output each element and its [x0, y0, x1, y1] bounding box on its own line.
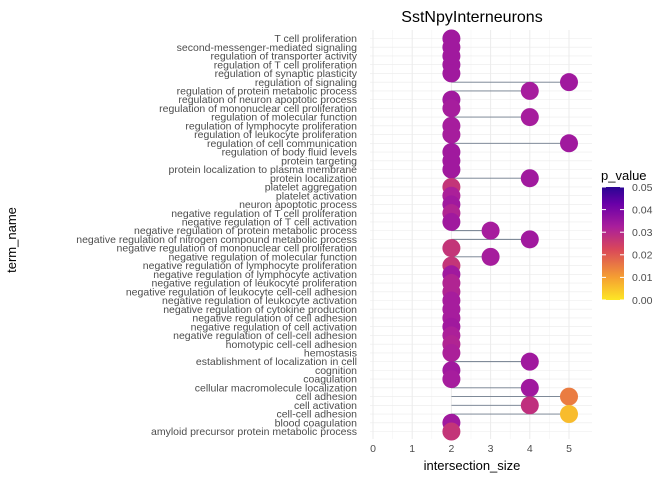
data-point	[442, 370, 461, 389]
y-tick-label: regulation of cell communication	[207, 138, 357, 150]
y-tick-label: negative regulation of nitrogen compound…	[76, 234, 357, 246]
y-tick-label: protein localization	[270, 173, 357, 185]
data-point	[520, 396, 539, 415]
y-tick-label: cell-cell adhesion	[276, 409, 357, 421]
y-tick-label: coagulation	[303, 374, 357, 386]
stems	[451, 81, 569, 415]
y-tick-label: regulation of mononuclear cell prolifera…	[159, 103, 357, 115]
data-point	[560, 134, 578, 153]
y-axis-title: term_name	[4, 207, 19, 273]
data-point	[442, 99, 461, 118]
y-tick-label: regulation of body fluid levels	[222, 147, 357, 159]
x-tick-label: 5	[566, 443, 572, 455]
legend-tick-label: 0.04	[632, 204, 653, 216]
legend-tick-label: 0.02	[632, 250, 653, 262]
y-tick-label: regulation of neuron apoptotic process	[178, 94, 357, 106]
y-tick-label: second-messenger-mediated signaling	[177, 42, 358, 54]
legend-tick-label: 0.05	[632, 182, 653, 194]
y-tick-label: neuron apoptotic process	[239, 199, 357, 211]
data-point	[442, 160, 461, 179]
chart-title: SstNpyInterneurons	[401, 9, 542, 26]
grid	[370, 30, 592, 439]
x-tick-label: 4	[527, 443, 533, 455]
y-tick-label: negative regulation of leukocyte activat…	[162, 295, 357, 307]
y-tick-label: protein targeting	[281, 155, 357, 167]
x-tick-labels: 0 1 2 3 4 5	[370, 443, 572, 455]
y-tick-label: cellular macromolecule localization	[195, 382, 357, 394]
legend-colorbar	[602, 187, 624, 300]
data-point	[442, 64, 461, 83]
x-tick-label: 2	[448, 443, 454, 455]
legend-ticks: 0.05 0.04 0.03 0.02 0.01 0.00	[602, 182, 653, 307]
y-tick-label: negative regulation of cytokine producti…	[163, 304, 357, 316]
y-tick-label: regulation of signaling	[255, 77, 357, 89]
y-tick-label: negative regulation of lymphocyte activa…	[153, 269, 357, 281]
y-tick-label: hemostasis	[304, 348, 357, 360]
y-tick-label: negative regulation of T cell activation	[182, 217, 357, 229]
y-tick-label: regulation of T cell proliferation	[214, 59, 357, 71]
legend: p_value 0.05 0.04 0.03 0.02 0.01 0.00	[601, 168, 653, 307]
data-point	[481, 247, 500, 266]
y-tick-label: establishment of localization in cell	[196, 356, 357, 368]
legend-title: p_value	[601, 168, 647, 183]
y-tick-label: negative regulation of lymphocyte prolif…	[143, 260, 357, 272]
legend-tick-label: 0.01	[632, 272, 653, 284]
data-point	[520, 81, 539, 100]
y-tick-labels: T cell proliferationsecond-messenger-med…	[76, 33, 358, 438]
y-tick-label: negative regulation of cell adhesion	[192, 313, 357, 325]
y-tick-label: blood coagulation	[275, 417, 357, 429]
data-point	[560, 387, 578, 406]
data-point	[520, 108, 539, 127]
data-point	[520, 169, 539, 188]
legend-tick-label: 0.03	[632, 227, 653, 239]
y-tick-label: negative regulation of protein metabolic…	[134, 225, 357, 237]
data-point	[520, 230, 539, 249]
y-tick-label: protein localization to plasma membrane	[168, 164, 357, 176]
data-point	[560, 73, 578, 92]
points	[442, 29, 578, 441]
data-point	[520, 378, 539, 397]
x-axis-title: intersection_size	[424, 458, 521, 473]
data-point	[520, 352, 539, 371]
data-point	[442, 125, 461, 144]
y-tick-label: regulation of protein metabolic process	[177, 86, 357, 98]
y-tick-label: regulation of leukocyte proliferation	[194, 129, 357, 141]
data-point	[442, 343, 461, 362]
legend-tick-label: 0.00	[632, 295, 653, 307]
y-tick-label: homotypic cell-cell adhesion	[226, 339, 357, 351]
y-tick-label: platelet activation	[276, 190, 357, 202]
y-tick-label: negative regulation of cell activation	[191, 321, 358, 333]
data-point	[442, 212, 461, 231]
y-tick-label: negative regulation of leukocyte cell-ce…	[126, 286, 357, 298]
x-tick-label: 1	[409, 443, 415, 455]
y-tick-label: cognition	[315, 365, 357, 377]
y-tick-label: negative regulation of leukocyte prolife…	[152, 278, 358, 290]
y-tick-label: negative regulation of mononuclear cell …	[117, 243, 358, 255]
y-tick-label: cell adhesion	[296, 391, 357, 403]
x-tick-label: 0	[370, 443, 376, 455]
data-point	[442, 422, 461, 441]
data-point	[442, 239, 461, 258]
y-tick-label: amyloid precursor protein metabolic proc…	[151, 426, 357, 438]
y-tick-label: cell activation	[294, 400, 357, 412]
data-point	[481, 221, 500, 240]
y-tick-label: platelet aggregation	[265, 182, 357, 194]
y-tick-label: negative regulation of T cell proliferat…	[171, 208, 357, 220]
x-tick-label: 3	[488, 443, 494, 455]
y-tick-label: regulation of synaptic plasticity	[215, 68, 358, 80]
y-tick-label: regulation of transporter activity	[211, 51, 358, 63]
data-point	[560, 405, 578, 424]
y-tick-label: negative regulation of cell-cell adhesio…	[173, 330, 357, 342]
y-tick-label: regulation of molecular function	[211, 112, 357, 124]
y-tick-label: negative regulation of molecular functio…	[168, 251, 357, 263]
y-tick-label: regulation of lymphocyte proliferation	[185, 120, 357, 132]
y-tick-label: T cell proliferation	[274, 33, 357, 45]
